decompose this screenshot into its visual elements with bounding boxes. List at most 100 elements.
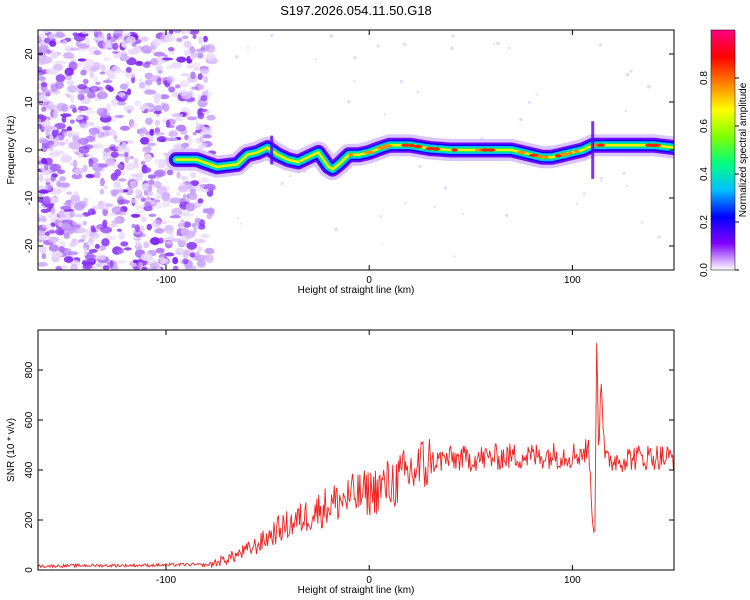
noise-speck [161,192,171,202]
noise-speck [201,143,208,148]
noise-speck [60,154,73,163]
noise-speck [403,42,407,47]
noise-speck [73,131,80,137]
noise-speck [83,144,94,150]
snr-x-label: Height of straight line (km) [298,585,415,596]
noise-speck [176,56,187,63]
noise-speck [528,101,531,104]
noise-speck [70,221,77,227]
noise-speck [161,220,168,225]
noise-speck [182,221,192,228]
noise-speck [130,213,141,218]
noise-speck [203,75,209,84]
noise-speck [192,132,197,136]
noise-speck [138,78,143,82]
noise-speck [48,244,59,252]
x-tick-label: 0 [366,275,372,286]
noise-speck [629,69,633,73]
noise-speck [186,241,198,250]
ridge-core [517,150,526,154]
colorbar-tick-label: 0.2 [699,215,710,229]
noise-speck [201,44,210,51]
noise-speck [41,215,47,223]
noise-speck [38,94,48,100]
noise-speck [61,103,69,112]
noise-speck [58,246,65,253]
noise-speck [196,246,203,252]
noise-speck [48,237,59,243]
noise-speck [69,94,75,103]
noise-speck [154,202,163,210]
noise-speck [66,126,73,132]
x-tick-label: 0 [366,575,372,586]
noise-speck [178,89,188,96]
ridge-core [567,151,573,155]
noise-speck [50,51,59,59]
spectrogram-x-label: Height of straight line (km) [298,285,415,296]
y-tick-label: 800 [24,361,35,378]
snr-marks [38,342,674,569]
noise-speck [91,227,97,233]
noise-speck [95,81,101,85]
noise-speck [114,114,124,119]
noise-speck [134,46,141,53]
noise-speck [193,185,203,192]
noise-speck [135,224,140,233]
noise-speck [187,136,193,146]
noise-speck [85,153,94,157]
noise-speck [105,43,113,49]
x-tick-label: -100 [156,275,176,286]
ridge-core [348,153,354,157]
noise-speck [169,30,174,35]
noise-speck [96,91,108,100]
noise-speck [39,138,49,144]
noise-speck [72,32,79,37]
noise-speck [453,255,456,258]
noise-speck [175,124,187,132]
noise-speck [180,30,186,35]
noise-speck [450,46,454,51]
noise-speck [207,207,215,216]
noise-speck [622,171,626,175]
noise-speck [444,186,447,189]
noise-speck [145,117,153,125]
noise-speck [54,122,66,130]
noise-speck [110,65,122,74]
noise-speck [176,248,185,254]
noise-speck [205,88,209,92]
noise-speck [97,163,108,168]
noise-speck [347,100,351,104]
noise-speck [117,50,128,56]
noise-speck [191,180,199,187]
noise-speck [77,153,84,159]
noise-speck [116,100,127,106]
y-tick-label: -10 [24,190,35,205]
noise-speck [60,265,69,269]
noise-speck [87,30,99,33]
noise-speck [111,206,124,215]
noise-speck [111,264,118,270]
noise-speck [197,198,204,204]
noise-speck [55,74,66,83]
noise-speck [99,71,106,75]
noise-speck [180,218,185,228]
noise-speck [50,83,59,92]
noise-speck [84,135,96,143]
noise-speck [80,69,87,76]
noise-speck [125,187,134,196]
noise-speck [88,158,94,168]
noise-speck [383,113,386,116]
noise-speck [42,30,50,34]
noise-speck [144,89,157,95]
noise-speck [111,98,118,107]
noise-speck [164,34,175,42]
noise-speck [48,102,53,107]
noise-speck [657,235,661,239]
ridge-core [382,144,393,148]
noise-speck [73,167,86,174]
noise-speck [376,44,380,48]
noise-speck [159,94,170,100]
noise-speck [180,176,189,181]
noise-speck [72,107,77,113]
noise-speck [86,257,97,265]
